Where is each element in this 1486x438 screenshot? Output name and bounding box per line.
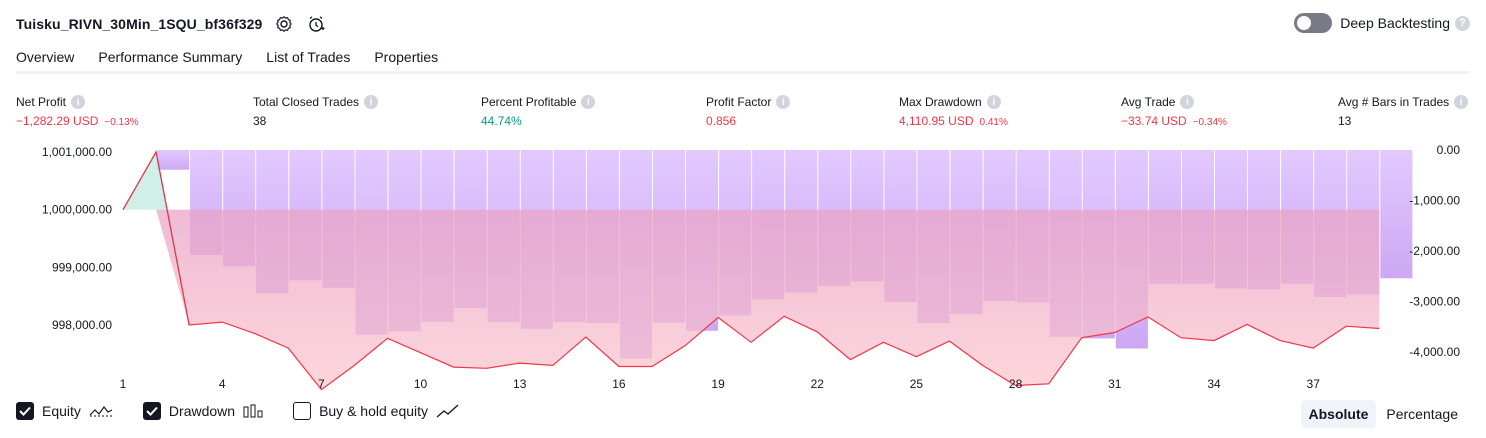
- drawdown-bar: [157, 150, 190, 170]
- metric-avg-trade: Avg Trade i −33.74 USD −0.34%: [1121, 94, 1227, 128]
- info-icon[interactable]: i: [364, 95, 379, 109]
- deep-backtesting-toggle[interactable]: [1294, 13, 1333, 33]
- metric-profit-factor: Profit Factor i 0.856: [706, 94, 791, 128]
- info-icon[interactable]: i: [986, 95, 1001, 109]
- y-left-tick-label: 1,000,000.00: [42, 203, 112, 217]
- equity-line-icon: [89, 404, 113, 418]
- metric-label: Percent Profitable: [481, 95, 577, 109]
- info-icon[interactable]: i: [581, 95, 596, 109]
- metric-percent: −0.13%: [104, 117, 139, 128]
- metric-percent: −0.34%: [1192, 117, 1227, 128]
- info-icon[interactable]: i: [1180, 95, 1195, 109]
- metric-value: −33.74 USD: [1121, 114, 1187, 128]
- x-tick-label: 16: [612, 377, 626, 391]
- metric-total-closed-trades: Total Closed Trades i 38: [253, 94, 379, 128]
- x-tick-label: 13: [513, 377, 527, 391]
- x-tick-label: 4: [219, 377, 226, 391]
- y-right-tick-label: -2,000.00: [1409, 244, 1460, 258]
- equity-drawdown-chart[interactable]: 1,001,000.00 1,000,000.00 999,000.00 998,00…: [0, 140, 1486, 394]
- y-right-tick-label: 0.00: [1437, 143, 1461, 157]
- checkbox-checked-icon[interactable]: [16, 402, 34, 420]
- alarm-clock-add-icon[interactable]: [306, 14, 326, 34]
- deep-backtesting-label: Deep Backtesting: [1340, 15, 1450, 31]
- scale-mode-switch: Absolute Percentage: [1299, 400, 1467, 428]
- metric-avg-bars-in-trades: Avg # Bars in Trades i 13: [1338, 94, 1469, 128]
- metric-value: 4,110.95 USD: [899, 114, 974, 128]
- metric-net-profit: Net Profit i −1,282.29 USD −0.13%: [16, 94, 139, 128]
- tab-overview[interactable]: Overview: [16, 44, 75, 74]
- info-icon[interactable]: i: [71, 95, 86, 109]
- legend-label: Drawdown: [168, 403, 236, 419]
- report-header: Tuisku_RIVN_30Min_1SQU_bf36f329: [16, 12, 326, 36]
- x-tick-label: 10: [414, 377, 428, 391]
- chart-legend: Equity Drawdown Buy & hold equity: [16, 402, 490, 420]
- info-icon[interactable]: i: [1454, 95, 1469, 109]
- absolute-mode-button[interactable]: Absolute: [1300, 400, 1377, 428]
- equity-loss-area: [123, 209, 1380, 390]
- drawdown-bars-icon: [243, 404, 263, 418]
- report-tabs: Overview Performance Summary List of Tra…: [16, 44, 462, 74]
- y-left-tick-label: 999,000.00: [52, 260, 112, 274]
- y-right-tick-label: -3,000.00: [1409, 295, 1460, 309]
- x-tick-label: 22: [811, 377, 825, 391]
- tabs-divider: [16, 71, 1470, 74]
- equity-gain-area: [123, 152, 168, 210]
- y-right-tick-label: -1,000.00: [1409, 194, 1460, 208]
- settings-icon[interactable]: [274, 14, 294, 34]
- legend-drawdown[interactable]: Drawdown: [142, 402, 263, 420]
- metric-percent: 0.41%: [979, 117, 1008, 128]
- legend-label: Equity: [42, 403, 81, 419]
- metric-label: Max Drawdown: [899, 95, 982, 109]
- x-tick-label: 34: [1207, 377, 1221, 391]
- y-right-tick-label: -4,000.00: [1409, 345, 1460, 359]
- metric-max-drawdown: Max Drawdown i 4,110.95 USD 0.41%: [899, 94, 1008, 128]
- metric-value: −1,282.29 USD: [16, 114, 99, 128]
- metric-label: Profit Factor: [706, 95, 772, 109]
- metric-value: 13: [1338, 114, 1352, 128]
- tab-performance-summary[interactable]: Performance Summary: [98, 49, 243, 65]
- info-icon[interactable]: i: [776, 95, 791, 109]
- help-icon[interactable]: ?: [1455, 15, 1470, 31]
- checkbox-checked-icon[interactable]: [142, 402, 161, 420]
- x-tick-label: 31: [1108, 377, 1122, 391]
- metric-label: Net Profit: [16, 95, 67, 109]
- equity-series: [122, 150, 1380, 391]
- metric-label: Total Closed Trades: [253, 95, 360, 109]
- metric-percent-profitable: Percent Profitable i 44.74%: [481, 94, 596, 128]
- legend-label: Buy & hold equity: [319, 403, 429, 419]
- drawdown-bar: [1380, 150, 1413, 279]
- x-tick-label: 37: [1307, 377, 1321, 391]
- x-tick-label: 7: [318, 377, 325, 391]
- y-left-tick-label: 998,000.00: [52, 318, 112, 332]
- legend-equity[interactable]: Equity: [16, 402, 113, 420]
- x-tick-label: 25: [910, 377, 924, 391]
- percentage-mode-button[interactable]: Percentage: [1386, 406, 1458, 422]
- metric-value: 44.74%: [481, 114, 522, 128]
- x-tick-label: 28: [1009, 377, 1023, 391]
- metric-label: Avg # Bars in Trades: [1338, 95, 1450, 109]
- metric-value: 38: [253, 114, 267, 128]
- checkbox-unchecked-icon[interactable]: [293, 402, 312, 420]
- x-tick-label: 1: [120, 377, 127, 391]
- y-left-tick-label: 1,001,000.00: [42, 145, 112, 159]
- trend-line-icon: [436, 404, 460, 418]
- x-tick-label: 19: [711, 377, 725, 391]
- equity-line: [122, 150, 1380, 391]
- legend-buy-hold-equity[interactable]: Buy & hold equity: [293, 402, 460, 420]
- strategy-title: Tuisku_RIVN_30Min_1SQU_bf36f329: [16, 16, 263, 32]
- metric-value: 0.856: [706, 114, 737, 128]
- chart-axes: 1,001,000.00 1,000,000.00 999,000.00 998,00…: [42, 143, 1460, 391]
- deep-backtesting-control: Deep Backtesting ?: [1294, 13, 1470, 33]
- tab-list-of-trades[interactable]: List of Trades: [266, 49, 351, 65]
- metric-label: Avg Trade: [1121, 95, 1176, 109]
- tab-properties[interactable]: Properties: [374, 49, 439, 65]
